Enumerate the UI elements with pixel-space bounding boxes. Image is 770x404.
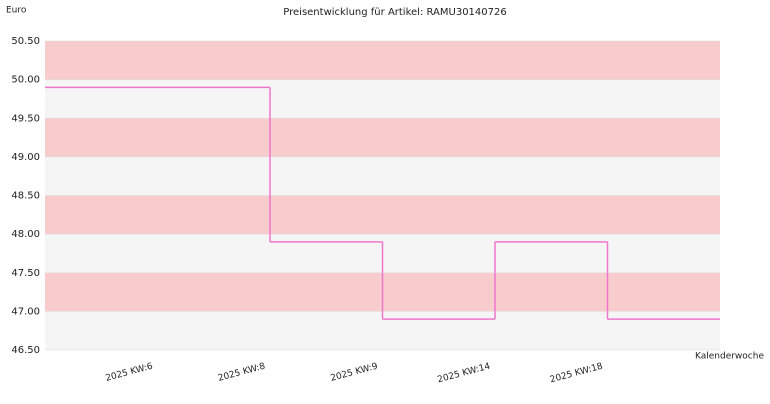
grid-band xyxy=(45,156,720,196)
x-axis-label: Kalenderwoche xyxy=(695,352,764,362)
x-tick-label: 2025 KW:18 xyxy=(549,362,604,386)
y-tick-label: 50.50 xyxy=(11,36,40,47)
y-tick-label: 48.00 xyxy=(11,229,40,240)
y-tick-label: 50.00 xyxy=(11,75,40,86)
y-tick-label: 47.00 xyxy=(11,306,40,317)
y-axis-label: Euro xyxy=(6,6,27,16)
y-tick-label: 49.50 xyxy=(11,113,40,124)
y-tick-label: 47.50 xyxy=(11,268,40,279)
y-tick-label: 49.00 xyxy=(11,152,40,163)
y-tick-label: 46.50 xyxy=(11,345,40,356)
grid-band xyxy=(45,41,720,80)
y-tick-label: 48.50 xyxy=(11,191,40,202)
x-tick-label: 2025 KW:9 xyxy=(330,362,380,384)
x-tick-label: 2025 KW:8 xyxy=(217,362,267,384)
x-tick-label: 2025 KW:6 xyxy=(105,362,155,384)
x-tick-label: 2025 KW:14 xyxy=(436,362,491,386)
chart-title: Preisentwicklung für Artikel: RAMU301407… xyxy=(283,7,506,18)
grid-band xyxy=(45,118,720,157)
grid-band xyxy=(45,195,720,235)
grid-band xyxy=(45,79,720,119)
